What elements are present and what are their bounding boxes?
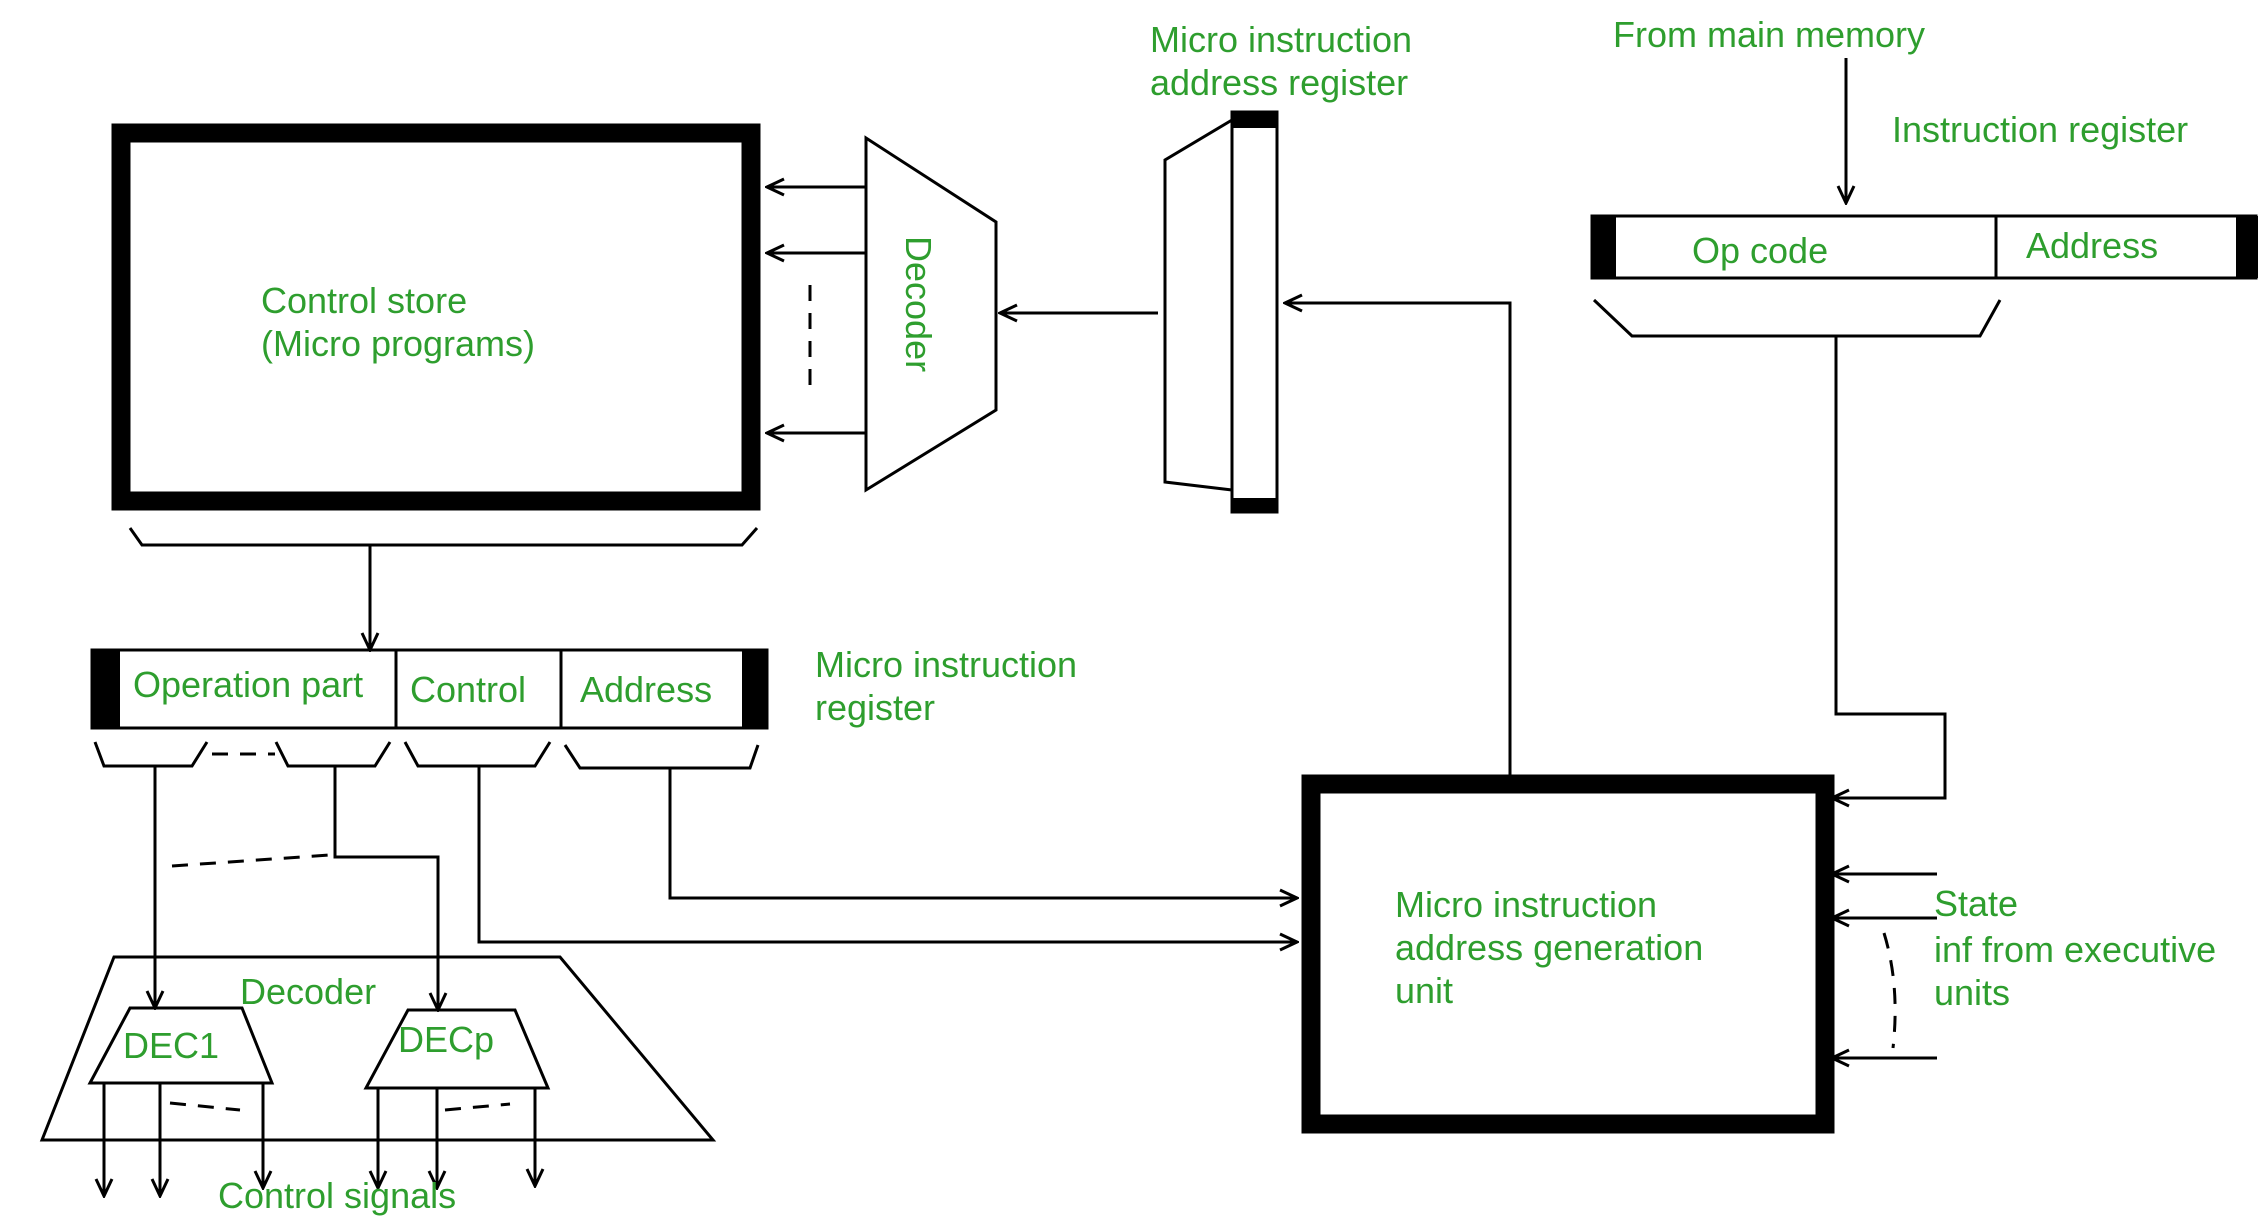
ir-left-cap: [1592, 216, 1616, 278]
micro-instruction-register: Operation part Control Address Micro ins…: [90, 644, 1077, 770]
op-part-to-decp-arrow: [333, 766, 438, 1010]
instruction-register: From main memory Instruction register Op…: [1590, 14, 2258, 338]
mir-address-field: Address: [580, 669, 712, 710]
ir-opcode-brace: [1592, 298, 2002, 338]
miar-title-1: Micro instruction: [1150, 19, 1412, 60]
mir-address-to-magu-arrow: [668, 768, 1297, 898]
control-store-sublabel: (Micro programs): [261, 323, 535, 364]
control-signals-label: Control signals: [218, 1175, 456, 1216]
dec1-box: [87, 1006, 275, 1085]
from-main-memory-label: From main memory: [1613, 14, 1925, 55]
address-decoder-label: Decoder: [898, 236, 939, 372]
miar-register-box: [1230, 110, 1279, 514]
state-label-1: State: [1934, 883, 2018, 924]
control-store-block: Control store (Micro programs): [111, 123, 761, 650]
ir-right-cap: [2236, 216, 2258, 278]
magu-box: [1301, 774, 1835, 1134]
miar-brace: [1163, 118, 1233, 492]
instruction-register-label: Instruction register: [1892, 109, 2188, 150]
operation-decoder-trapezoid: [39, 955, 717, 1142]
ir-address-field: Address: [2026, 225, 2158, 266]
address-generation-unit: Micro instruction address generation uni…: [477, 303, 2216, 1134]
operation-decoder-label: Decoder: [240, 971, 376, 1012]
miar-bottom-cap: [1232, 498, 1277, 512]
magu-label-1: Micro instruction: [1395, 884, 1657, 925]
decp-label: DECp: [398, 1019, 494, 1060]
mir-right-cap: [742, 650, 767, 728]
mir-title-1: Micro instruction: [815, 644, 1077, 685]
control-store-brace: [128, 527, 759, 547]
dec1-output-ellipsis: [169, 1101, 241, 1112]
control-store-label: Control store: [261, 280, 467, 321]
mir-control-to-magu-arrow: [477, 766, 1297, 942]
state-label-2: inf from executive: [1934, 929, 2216, 970]
magu-label-2: address generation: [1395, 927, 1703, 968]
dec1-label: DEC1: [123, 1025, 219, 1066]
address-decoder-block: Decoder: [767, 135, 998, 493]
state-label-3: units: [1934, 972, 2010, 1013]
address-decoder-trapezoid: [864, 135, 998, 493]
mir-control-field: Control: [410, 669, 526, 710]
operation-decoder-block: Decoder DEC1 DECp Control signals: [39, 766, 717, 1216]
mir-title-2: register: [815, 687, 935, 728]
control-field-brace: [403, 741, 552, 768]
miar-top-cap: [1232, 112, 1277, 128]
opcode-to-magu-arrow: [1832, 336, 1947, 798]
mir-operation-part-field: Operation part: [133, 664, 363, 705]
mir-left-cap: [92, 650, 120, 728]
ir-opcode-field: Op code: [1692, 230, 1828, 271]
micro-instruction-address-register: Micro instruction address register: [1000, 19, 1412, 514]
decp-output-ellipsis: [444, 1102, 511, 1112]
address-field-brace: [563, 744, 760, 770]
miar-title-2: address register: [1150, 62, 1408, 103]
magu-to-miar-arrow: [1285, 303, 1512, 776]
op-part-brace-1: [93, 741, 209, 768]
decp-box: [363, 1008, 551, 1090]
op-part-brace-p: [274, 741, 392, 768]
state-input-ellipsis: [1882, 932, 1897, 1049]
magu-label-3: unit: [1395, 970, 1453, 1011]
decoder-input-ellipsis: [171, 853, 331, 868]
